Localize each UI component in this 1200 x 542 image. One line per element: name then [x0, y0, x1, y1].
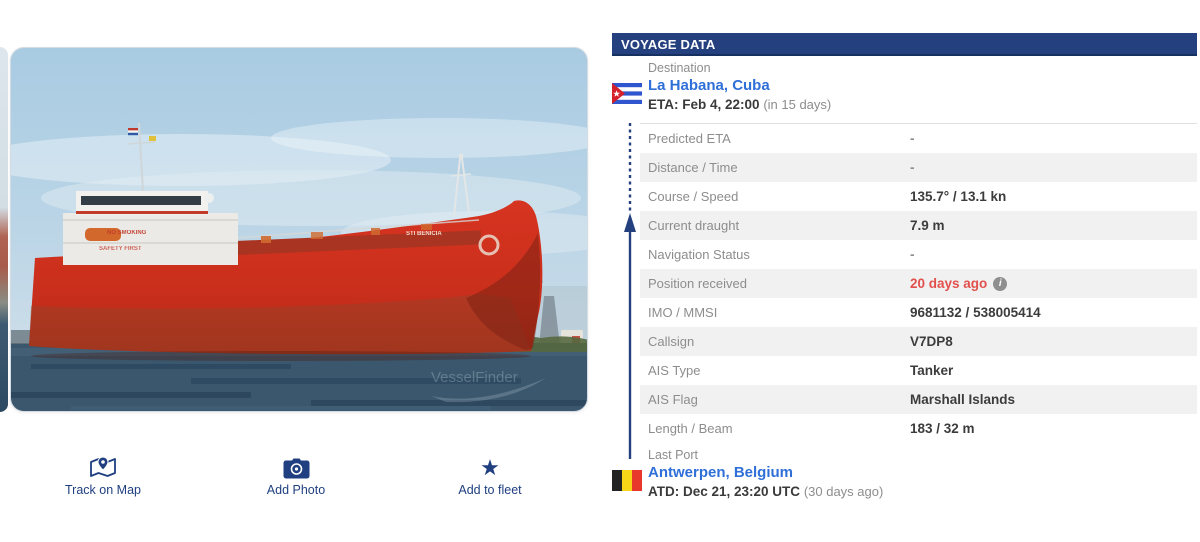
row-value: 7.9 m — [910, 218, 945, 233]
eta-value: ETA: Feb 4, 22:00 — [648, 97, 760, 112]
row-label: Callsign — [648, 334, 695, 349]
row-value: 9681132 / 538005414 — [910, 305, 1041, 320]
row-value: 135.7° / 13.1 kn — [910, 189, 1007, 204]
action-label: Track on Map — [65, 483, 141, 497]
ship-photo[interactable]: STI BENICIA NO SMOKING SAFETY FIRST Vess… — [10, 47, 588, 412]
last-port-label: Last Port — [648, 448, 699, 462]
row-value: 20 days ago — [910, 276, 988, 291]
row-label: Distance / Time — [648, 160, 738, 175]
deck-text-safety-first: SAFETY FIRST — [99, 246, 142, 252]
voyage-table: Predicted ETA - Distance / Time - Course… — [640, 123, 1197, 443]
voyage-row: Distance / Time - — [640, 153, 1197, 182]
row-label: Course / Speed — [648, 189, 739, 204]
photo-watermark: VesselFinder — [431, 369, 518, 386]
deck-text-no-smoking: NO SMOKING — [107, 230, 147, 236]
star-icon: ★ — [480, 455, 500, 480]
cuba-flag-icon — [612, 83, 642, 104]
eta-line: ETA: Feb 4, 22:00 (in 15 days) — [648, 97, 831, 112]
atd-line: ATD: Dec 21, 23:20 UTC (30 days ago) — [648, 484, 883, 499]
ship-name-text: STI BENICIA — [406, 231, 442, 237]
voyage-row: AIS Flag Marshall Islands — [640, 385, 1197, 414]
row-label: Position received — [648, 276, 747, 291]
camera-icon — [221, 452, 371, 479]
voyage-row: Current draught 7.9 m — [640, 211, 1197, 240]
row-label: Predicted ETA — [648, 131, 731, 146]
row-label: IMO / MMSI — [648, 305, 718, 320]
add-to-fleet-button[interactable]: ★ Add to fleet — [415, 452, 565, 498]
voyage-row: Navigation Status - — [640, 240, 1197, 269]
voyage-row: Position received 20 days ago i — [640, 269, 1197, 298]
row-value: 183 / 32 m — [910, 421, 975, 436]
row-value: - — [910, 160, 915, 175]
map-pin-icon — [28, 452, 178, 479]
row-value: V7DP8 — [910, 334, 953, 349]
voyage-row: Predicted ETA - — [640, 124, 1197, 153]
atd-note: (30 days ago) — [803, 484, 884, 499]
carousel-previous-photo-edge[interactable] — [0, 47, 8, 412]
destination-label: Destination — [648, 61, 711, 75]
row-value: Marshall Islands — [910, 392, 1016, 407]
track-on-map-button[interactable]: Track on Map — [28, 452, 178, 497]
voyage-row: Length / Beam 183 / 32 m — [640, 414, 1197, 443]
row-label: Navigation Status — [648, 247, 750, 262]
voyage-row: IMO / MMSI 9681132 / 538005414 — [640, 298, 1197, 327]
panel-title: VOYAGE DATA — [612, 33, 1197, 56]
voyage-direction-arrow — [624, 123, 636, 459]
row-label: AIS Type — [648, 363, 701, 378]
row-value: Tanker — [910, 363, 954, 378]
voyage-row: Callsign V7DP8 — [640, 327, 1197, 356]
row-value: - — [910, 247, 915, 262]
nl-flag-icon — [128, 128, 138, 136]
row-label: AIS Flag — [648, 392, 698, 407]
ship-photo-scene: STI BENICIA NO SMOKING SAFETY FIRST Vess… — [11, 48, 587, 411]
atd-value: ATD: Dec 21, 23:20 UTC — [648, 484, 801, 499]
action-label: Add Photo — [266, 483, 326, 497]
row-label: Current draught — [648, 218, 740, 233]
row-value: - — [910, 131, 915, 146]
action-label: Add to fleet — [458, 483, 522, 497]
voyage-row: Course / Speed 135.7° / 13.1 kn — [640, 182, 1197, 211]
voyage-row: AIS Type Tanker — [640, 356, 1197, 385]
destination-port-link[interactable]: La Habana, Cuba — [648, 77, 770, 94]
voyage-data-panel: VOYAGE DATA Destination La Habana, Cuba … — [612, 33, 1197, 508]
info-icon[interactable]: i — [993, 276, 1008, 291]
row-label: Length / Beam — [648, 421, 733, 436]
eta-note: (in 15 days) — [763, 97, 832, 112]
last-port-link[interactable]: Antwerpen, Belgium — [648, 464, 794, 481]
add-photo-button[interactable]: Add Photo — [221, 452, 371, 497]
belgium-flag-icon — [612, 470, 642, 491]
